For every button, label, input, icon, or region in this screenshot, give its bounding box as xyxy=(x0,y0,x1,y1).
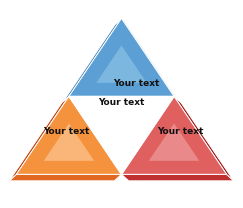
Text: Your text: Your text xyxy=(43,127,90,136)
Polygon shape xyxy=(122,18,178,101)
Polygon shape xyxy=(96,45,147,83)
Polygon shape xyxy=(122,174,234,181)
Polygon shape xyxy=(9,174,122,181)
Text: Your text: Your text xyxy=(113,79,159,88)
Polygon shape xyxy=(174,96,234,181)
Text: Your text: Your text xyxy=(98,98,145,108)
Polygon shape xyxy=(9,96,69,181)
Polygon shape xyxy=(17,96,122,174)
Polygon shape xyxy=(62,18,122,103)
Polygon shape xyxy=(44,123,94,161)
Polygon shape xyxy=(69,18,174,96)
Polygon shape xyxy=(122,96,226,174)
Polygon shape xyxy=(149,123,199,161)
Text: Your text: Your text xyxy=(157,127,203,136)
